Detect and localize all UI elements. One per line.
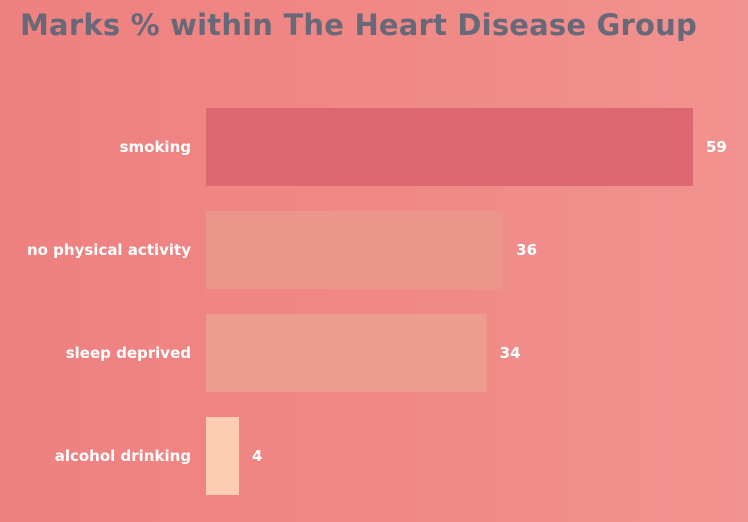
category-label: no physical activity xyxy=(27,241,191,259)
chart-title: Marks % within The Heart Disease Group xyxy=(20,8,697,42)
bar-sleep-deprived[interactable] xyxy=(206,314,487,392)
value-label: 34 xyxy=(500,344,521,362)
value-label: 4 xyxy=(252,447,262,465)
category-label: sleep deprived xyxy=(66,344,191,362)
bar-smoking[interactable] xyxy=(206,108,693,186)
value-label: 36 xyxy=(516,241,537,259)
bar-no-physical-activity[interactable] xyxy=(206,211,504,289)
category-label: smoking xyxy=(120,138,191,156)
bar-alcohol-drinking[interactable] xyxy=(206,417,240,495)
value-label: 59 xyxy=(706,138,727,156)
category-label: alcohol drinking xyxy=(55,447,191,465)
